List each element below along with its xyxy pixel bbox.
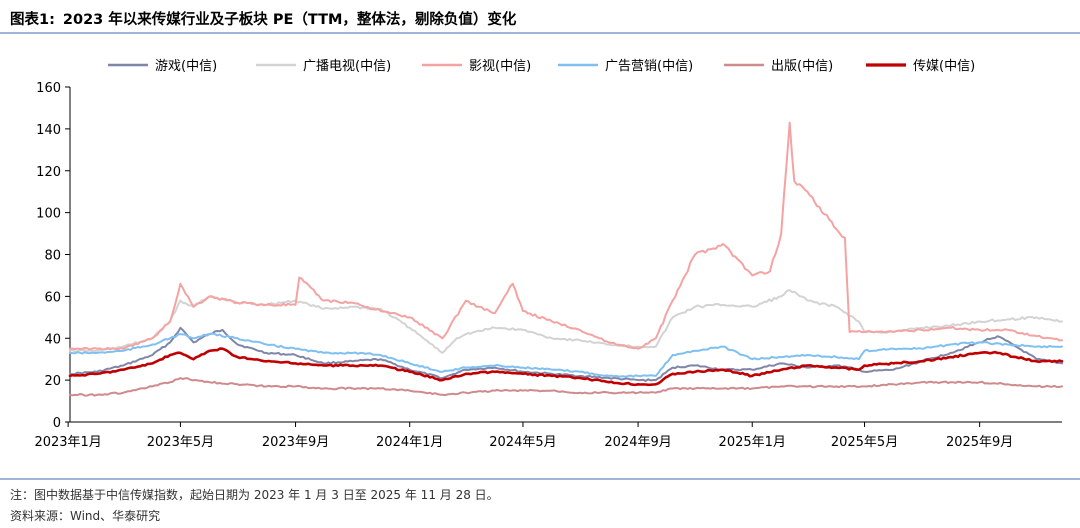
figure-title: 2023 年以来传媒行业及子板块 PE（TTM，整体法，剔除负值）变化 <box>62 11 517 28</box>
series-line <box>69 332 1063 378</box>
y-tick-label: 160 <box>36 81 61 96</box>
legend-label: 广播电视(中信) <box>303 59 391 74</box>
x-tick-label: 2025年9月 <box>946 435 1013 450</box>
y-tick-label: 100 <box>36 207 61 222</box>
y-tick-label: 60 <box>44 290 61 305</box>
x-tick-label: 2023年1月 <box>34 435 101 450</box>
title-divider <box>0 32 1080 34</box>
pe-line-chart: 0 20 40 60 80 100 120 140 160 2023年1月 2023年5月 2023年… <box>34 59 1064 450</box>
x-tick-label: 2024年5月 <box>489 435 556 450</box>
y-tick-label: 140 <box>36 123 61 138</box>
data-source: 资料来源：Wind、华泰研究 <box>10 509 161 523</box>
series-line <box>69 326 1063 382</box>
x-tick-label: 2024年9月 <box>604 435 671 450</box>
x-tick-label: 2023年9月 <box>262 435 329 450</box>
series-line <box>69 377 1063 397</box>
notes-divider <box>0 478 1080 480</box>
legend-label: 影视(中信) <box>469 59 531 74</box>
series-line <box>68 347 1064 387</box>
y-tick-label: 120 <box>36 165 61 180</box>
chart-footnote: 注：图中数据基于中信传媒指数，起始日期为 2023 年 1 月 3 日至 202… <box>10 488 499 502</box>
legend-label: 广告营销(中信) <box>605 59 693 74</box>
figure-title-row: 图表1: 2023 年以来传媒行业及子板块 PE（TTM，整体法，剔除负值）变化 <box>10 6 516 30</box>
series-line <box>69 121 1063 351</box>
x-tick-label: 2025年5月 <box>831 435 898 450</box>
x-tick-label: 2023年5月 <box>147 435 214 450</box>
y-tick-label: 20 <box>44 374 61 389</box>
legend-label: 游戏(中信) <box>155 59 217 74</box>
legend-label: 传媒(中信) <box>913 59 975 74</box>
y-tick-label: 0 <box>53 416 61 431</box>
legend-label: 出版(中信) <box>771 59 833 74</box>
y-tick-label: 40 <box>44 332 61 347</box>
y-tick-label: 80 <box>44 249 61 264</box>
x-tick-label: 2025年1月 <box>719 435 786 450</box>
figure-label: 图表1: <box>10 11 55 28</box>
x-tick-label: 2024年1月 <box>376 435 443 450</box>
